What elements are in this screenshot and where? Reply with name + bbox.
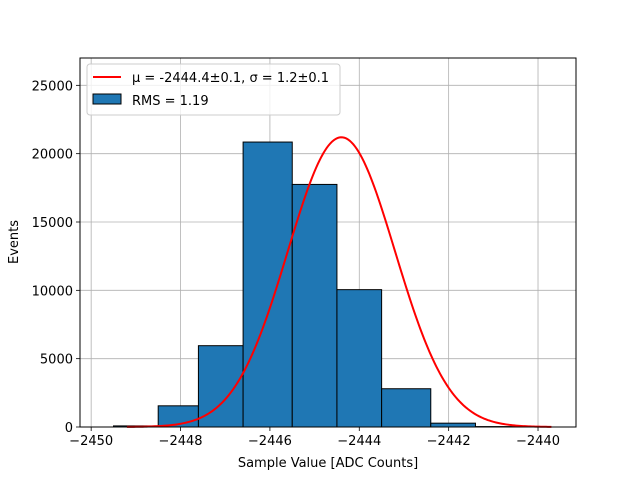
legend-fit-label: μ = -2444.4±0.1, σ = 1.2±0.1: [132, 71, 329, 86]
x-tick-label: −2450: [69, 434, 113, 449]
gaussian-fit: [126, 136, 552, 428]
legend-box: [86, 63, 341, 116]
x-tick-label: −2446: [248, 434, 292, 449]
x-axis-ticks: −2450 −2448 −2446 −2444 −2442 −2440: [69, 427, 560, 449]
histogram-bar: [430, 422, 476, 428]
y-tick-label: 20000: [32, 148, 73, 163]
plot-frame: [79, 57, 577, 428]
y-tick-label: 10000: [32, 284, 73, 299]
x-tick-label: −2442: [427, 434, 471, 449]
y-tick-label: 25000: [32, 79, 73, 94]
legend: μ = -2444.4±0.1, σ = 1.2±0.1 RMS = 1.19: [86, 63, 341, 116]
histogram-bar: [336, 289, 383, 428]
histogram-bars: [113, 141, 521, 428]
legend-histogram-label: RMS = 1.19: [132, 94, 209, 109]
y-tick-label: 15000: [32, 216, 73, 231]
histogram-bar: [291, 183, 338, 428]
histogram-bar: [381, 388, 432, 428]
x-tick-label: −2448: [159, 434, 203, 449]
y-axis-ticks: 0 5000 10000 15000 20000 25000: [32, 79, 80, 436]
histogram-bar: [242, 141, 293, 428]
fit-curve: [126, 136, 552, 428]
y-axis-label: Events: [7, 220, 22, 264]
x-tick-label: −2444: [337, 434, 381, 449]
y-tick-label: 0: [65, 421, 73, 436]
y-tick-label: 5000: [40, 353, 73, 368]
x-tick-label: −2440: [516, 434, 560, 449]
x-axis-label: Sample Value [ADC Counts]: [238, 456, 418, 471]
legend-histogram-swatch: [92, 93, 122, 105]
